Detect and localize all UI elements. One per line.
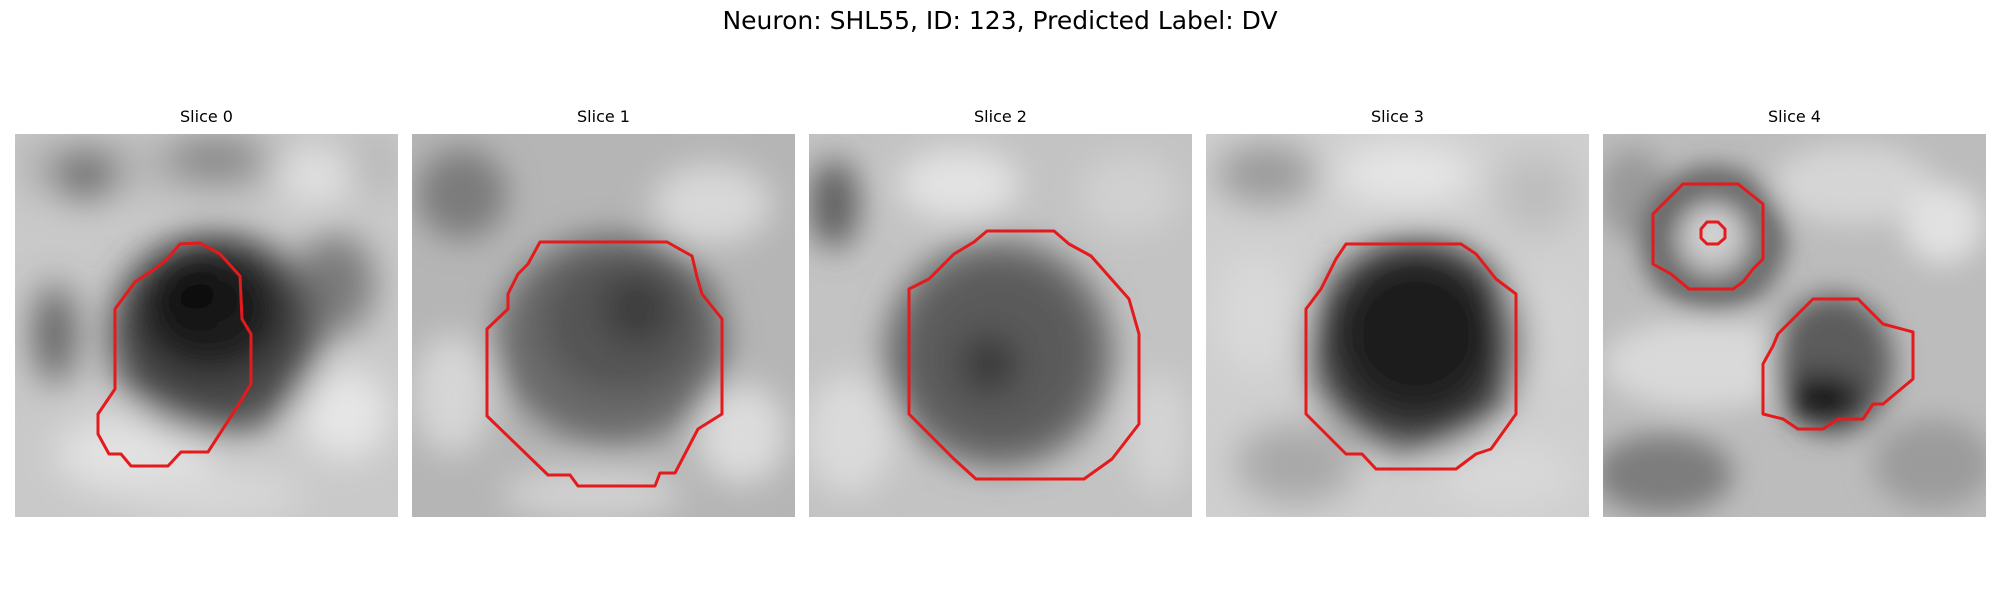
slice-title: Slice 3 [1371,107,1424,126]
tissue-texture [809,149,1189,494]
slice-image-4 [1603,134,1986,517]
roi-contour-inner [1699,220,1727,246]
slice-panel-2: Slice 2 [809,105,1192,517]
slice-title: Slice 2 [974,107,1027,126]
tissue-texture [15,134,398,517]
slice-panel-0: Slice 0 [15,105,398,517]
figure-title: Neuron: SHL55, ID: 123, Predicted Label:… [722,6,1278,35]
slice-panel-4: Slice 4 [1603,105,1986,517]
roi-contour [1304,242,1518,471]
slice-title: Slice 1 [577,107,630,126]
tissue-texture [412,149,787,517]
slice-title: Slice 4 [1768,107,1821,126]
slice-image-1 [412,134,795,517]
slice-image-3 [1206,134,1589,517]
slice-image-2 [809,134,1192,517]
tissue-texture [1216,144,1586,509]
slice-panel-1: Slice 1 [412,105,795,517]
roi-contour-outer [1651,182,1765,291]
slice-panel-3: Slice 3 [1206,105,1589,517]
slice-title: Slice 0 [180,107,233,126]
roi-contour [96,241,253,468]
roi-contour-lower [1761,297,1915,431]
roi-contour [907,229,1141,481]
slice-image-0 [15,134,398,517]
roi-contour [485,240,724,488]
